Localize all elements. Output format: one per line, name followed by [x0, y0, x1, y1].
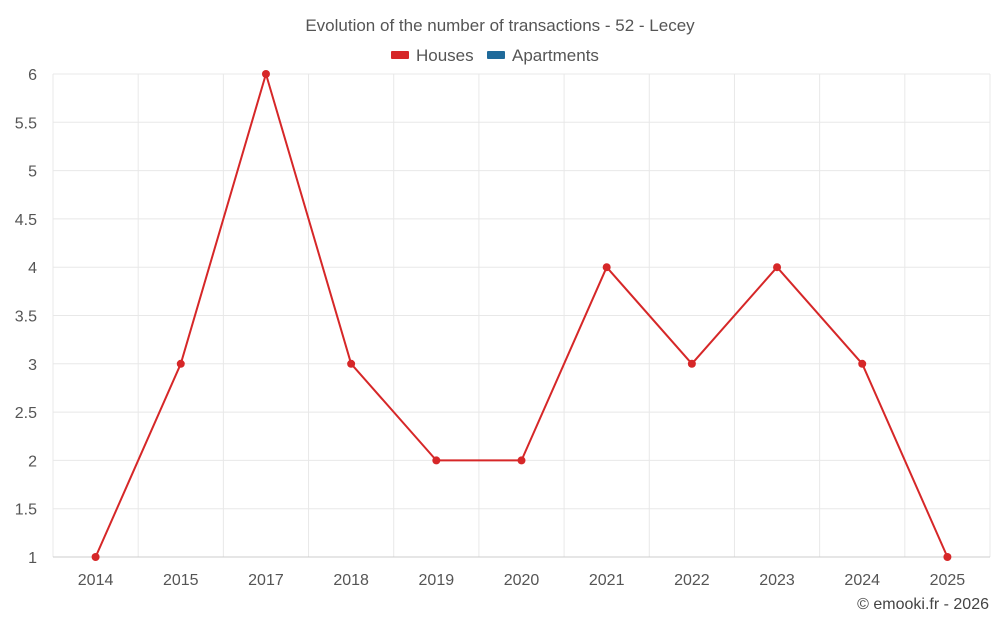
y-tick-label: 1.5: [15, 502, 37, 519]
x-tick-label: 2014: [78, 572, 114, 589]
data-point-houses[interactable]: [943, 553, 952, 561]
y-tick-label: 4: [28, 260, 37, 277]
data-point-houses[interactable]: [432, 456, 441, 465]
x-tick-label: 2024: [844, 572, 880, 589]
x-tick-label: 2021: [589, 572, 625, 589]
chart-title: Evolution of the number of transactions …: [305, 16, 695, 35]
x-tick-label: 2025: [930, 572, 966, 589]
x-tick-label: 2020: [504, 572, 540, 589]
y-tick-label: 5.5: [15, 115, 37, 132]
legend-label-apartments: Apartments: [512, 46, 599, 65]
y-tick-label: 5: [28, 164, 37, 181]
data-point-houses[interactable]: [602, 263, 611, 272]
legend-item-apartments[interactable]: Apartments: [487, 46, 599, 65]
y-tick-label: 2.5: [15, 405, 37, 422]
data-point-houses[interactable]: [517, 456, 526, 465]
data-point-houses[interactable]: [773, 263, 782, 272]
legend: Houses Apartments: [391, 46, 599, 65]
data-point-houses[interactable]: [858, 359, 867, 368]
credit-text: © emooki.fr - 2026: [857, 596, 989, 613]
legend-item-houses[interactable]: Houses: [391, 46, 474, 65]
series-houses: [91, 70, 952, 561]
legend-swatch-apartments: [487, 51, 505, 59]
x-axis-ticks: 2014 2015 2017 2018 2019 2020 2021 2022 2023 2024…: [78, 572, 966, 589]
legend-label-houses: Houses: [416, 46, 474, 65]
x-tick-label: 2018: [333, 572, 369, 589]
y-tick-label: 3: [28, 357, 37, 374]
y-tick-label: 6: [28, 67, 37, 84]
x-tick-label: 2022: [674, 572, 710, 589]
data-point-houses[interactable]: [261, 70, 270, 78]
x-tick-label: 2015: [163, 572, 199, 589]
x-tick-label: 2023: [759, 572, 795, 589]
data-point-houses[interactable]: [91, 553, 100, 561]
legend-swatch-houses: [391, 51, 409, 59]
y-tick-label: 2: [28, 453, 37, 470]
data-point-houses[interactable]: [687, 359, 696, 368]
data-point-houses[interactable]: [347, 359, 356, 368]
y-tick-label: 3.5: [15, 309, 37, 326]
y-tick-label: 4.5: [15, 212, 37, 229]
y-tick-label: 1: [28, 550, 37, 567]
data-point-houses[interactable]: [176, 359, 185, 368]
grid: [52, 73, 991, 558]
y-axis-ticks: 1 1.5 2 2.5 3 3.5 4 4.5 5 5.5 6: [15, 67, 37, 567]
x-tick-label: 2017: [248, 572, 284, 589]
x-tick-label: 2019: [419, 572, 455, 589]
